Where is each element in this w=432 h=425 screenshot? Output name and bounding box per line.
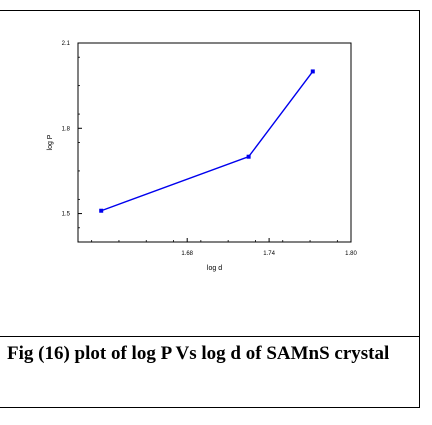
chart-series <box>99 69 315 213</box>
data-point <box>246 154 251 159</box>
y-tick-label: 1.5 <box>62 212 71 218</box>
series-line <box>100 71 314 212</box>
figure-frame <box>0 10 420 408</box>
data-point <box>310 69 315 74</box>
y-tick-label: 2.1 <box>62 41 71 47</box>
x-tick-label: 1.74 <box>263 251 275 257</box>
x-axis-label: log d <box>207 265 222 272</box>
chart: 1.68 1.74 1.80 1.5 1.8 2.1 log d log P <box>47 41 358 272</box>
y-axis-label: log P <box>47 134 54 150</box>
caption-divider <box>0 336 420 337</box>
x-tick-label: 1.80 <box>345 251 357 257</box>
x-tick-label: 1.68 <box>181 251 193 257</box>
figure-caption: Fig (16) plot of log P Vs log d of SAMnS… <box>7 343 390 364</box>
plot-area-frame <box>77 42 352 243</box>
y-tick-label: 1.8 <box>62 126 71 132</box>
chart-ticks: 1.68 1.74 1.80 1.5 1.8 2.1 <box>62 41 358 257</box>
data-point <box>99 208 104 213</box>
chart-axes <box>77 42 352 243</box>
